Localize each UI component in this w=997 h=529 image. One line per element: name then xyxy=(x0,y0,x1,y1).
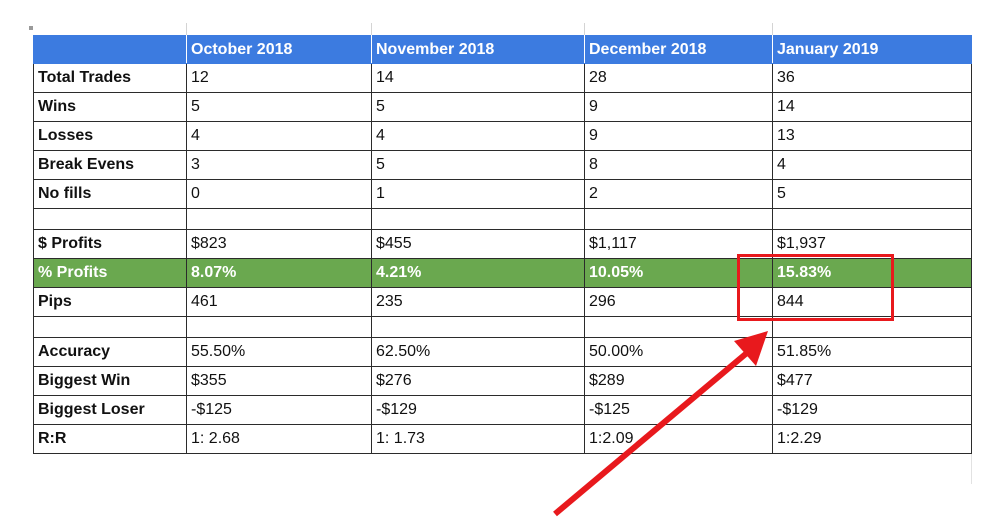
table-cell-highlighted[interactable]: 15.83% xyxy=(772,258,972,288)
table-cell[interactable]: $355 xyxy=(186,366,372,396)
table-cell[interactable]: 461 xyxy=(186,287,372,317)
table-cell[interactable]: 5 xyxy=(371,150,585,180)
row-label[interactable]: Biggest Win xyxy=(33,366,187,396)
table-cell[interactable]: 36 xyxy=(772,63,972,93)
table-cell[interactable]: 9 xyxy=(584,121,773,151)
column-divider xyxy=(584,23,585,35)
header-cell-november-2018[interactable]: November 2018 xyxy=(371,35,585,64)
table-cell[interactable]: 5 xyxy=(371,92,585,122)
table-row-wins: Wins 5 5 9 14 xyxy=(33,92,972,122)
table-cell[interactable]: $455 xyxy=(371,229,585,259)
table-row-empty xyxy=(33,208,972,230)
table-cell[interactable]: 4 xyxy=(371,121,585,151)
table-row-no-fills: No fills 0 1 2 5 xyxy=(33,179,972,209)
table-row-pips: Pips 461 235 296 844 xyxy=(33,287,972,317)
table-cell[interactable]: 14 xyxy=(371,63,585,93)
row-label[interactable]: Biggest Loser xyxy=(33,395,187,425)
row-label[interactable]: Break Evens xyxy=(33,150,187,180)
table-cell[interactable] xyxy=(371,316,585,338)
table-cell[interactable]: 51.85% xyxy=(772,337,972,367)
table-cell[interactable]: 4 xyxy=(186,121,372,151)
select-all-corner[interactable] xyxy=(29,26,33,30)
table-row-risk-reward: R:R 1: 2.68 1: 1.73 1:2.09 1:2.29 xyxy=(33,424,972,454)
table-cell[interactable]: 296 xyxy=(584,287,773,317)
table-cell[interactable]: 235 xyxy=(371,287,585,317)
table-cell[interactable]: $477 xyxy=(772,366,972,396)
table-cell[interactable]: 1:2.09 xyxy=(584,424,773,454)
table-cell[interactable]: -$125 xyxy=(186,395,372,425)
table-row-dollar-profits: $ Profits $823 $455 $1,117 $1,937 xyxy=(33,229,972,259)
table-cell[interactable]: 62.50% xyxy=(371,337,585,367)
row-label[interactable]: Wins xyxy=(33,92,187,122)
column-divider xyxy=(371,23,372,35)
table-cell[interactable] xyxy=(584,208,773,230)
row-label[interactable] xyxy=(33,208,187,230)
table-cell[interactable]: $1,117 xyxy=(584,229,773,259)
row-label[interactable]: Losses xyxy=(33,121,187,151)
column-divider xyxy=(186,23,187,35)
header-cell-january-2019[interactable]: January 2019 xyxy=(772,35,972,64)
row-label[interactable]: Total Trades xyxy=(33,63,187,93)
table-cell[interactable]: $276 xyxy=(371,366,585,396)
row-label[interactable]: R:R xyxy=(33,424,187,454)
table-row-losses: Losses 4 4 9 13 xyxy=(33,121,972,151)
table-cell[interactable]: 55.50% xyxy=(186,337,372,367)
table-cell[interactable]: 1: 2.68 xyxy=(186,424,372,454)
table-cell[interactable]: 1 xyxy=(371,179,585,209)
table-cell[interactable] xyxy=(186,316,372,338)
header-row: October 2018 November 2018 December 2018… xyxy=(33,35,972,64)
table-cell[interactable]: -$129 xyxy=(772,395,972,425)
table-row-percent-profits: % Profits 8.07% 4.21% 10.05% 15.83% xyxy=(33,258,972,288)
table-cell[interactable]: $289 xyxy=(584,366,773,396)
table-cell[interactable]: 844 xyxy=(772,287,972,317)
table-cell[interactable]: 8.07% xyxy=(186,258,372,288)
table-row-break-evens: Break Evens 3 5 8 4 xyxy=(33,150,972,180)
row-label[interactable]: Accuracy xyxy=(33,337,187,367)
grid-edge xyxy=(971,36,972,484)
header-cell-corner[interactable] xyxy=(33,35,187,64)
header-cell-october-2018[interactable]: October 2018 xyxy=(186,35,372,64)
table-cell[interactable] xyxy=(584,316,773,338)
row-label[interactable]: % Profits xyxy=(33,258,187,288)
table-row-accuracy: Accuracy 55.50% 62.50% 50.00% 51.85% xyxy=(33,337,972,367)
table-cell[interactable]: $823 xyxy=(186,229,372,259)
table-row-total-trades: Total Trades 12 14 28 36 xyxy=(33,63,972,93)
table-cell[interactable]: 12 xyxy=(186,63,372,93)
table-cell[interactable]: 28 xyxy=(584,63,773,93)
table-cell[interactable]: 8 xyxy=(584,150,773,180)
table-cell[interactable]: 10.05% xyxy=(584,258,773,288)
monthly-stats-table: October 2018 November 2018 December 2018… xyxy=(33,35,972,454)
table-cell[interactable]: -$129 xyxy=(371,395,585,425)
row-label[interactable]: No fills xyxy=(33,179,187,209)
table-cell[interactable]: 5 xyxy=(186,92,372,122)
row-label[interactable]: Pips xyxy=(33,287,187,317)
table-cell[interactable]: 4 xyxy=(772,150,972,180)
table-cell[interactable] xyxy=(371,208,585,230)
header-cell-december-2018[interactable]: December 2018 xyxy=(584,35,773,64)
table-row-empty xyxy=(33,316,972,338)
table-cell[interactable]: 3 xyxy=(186,150,372,180)
table-cell[interactable]: 50.00% xyxy=(584,337,773,367)
table-cell[interactable]: 14 xyxy=(772,92,972,122)
column-divider xyxy=(772,23,773,35)
table-cell[interactable]: 13 xyxy=(772,121,972,151)
table-cell[interactable]: 1: 1.73 xyxy=(371,424,585,454)
table-cell[interactable]: $1,937 xyxy=(772,229,972,259)
table-row-biggest-loser: Biggest Loser -$125 -$129 -$125 -$129 xyxy=(33,395,972,425)
table-cell[interactable] xyxy=(186,208,372,230)
table-cell[interactable]: 1:2.29 xyxy=(772,424,972,454)
table-cell[interactable] xyxy=(772,316,972,338)
row-label[interactable]: $ Profits xyxy=(33,229,187,259)
row-label[interactable] xyxy=(33,316,187,338)
table-cell[interactable]: 4.21% xyxy=(371,258,585,288)
table-row-biggest-win: Biggest Win $355 $276 $289 $477 xyxy=(33,366,972,396)
table-cell[interactable]: 0 xyxy=(186,179,372,209)
table-cell[interactable]: -$125 xyxy=(584,395,773,425)
table-cell[interactable]: 9 xyxy=(584,92,773,122)
table-cell[interactable]: 5 xyxy=(772,179,972,209)
table-cell[interactable]: 2 xyxy=(584,179,773,209)
table-cell[interactable] xyxy=(772,208,972,230)
